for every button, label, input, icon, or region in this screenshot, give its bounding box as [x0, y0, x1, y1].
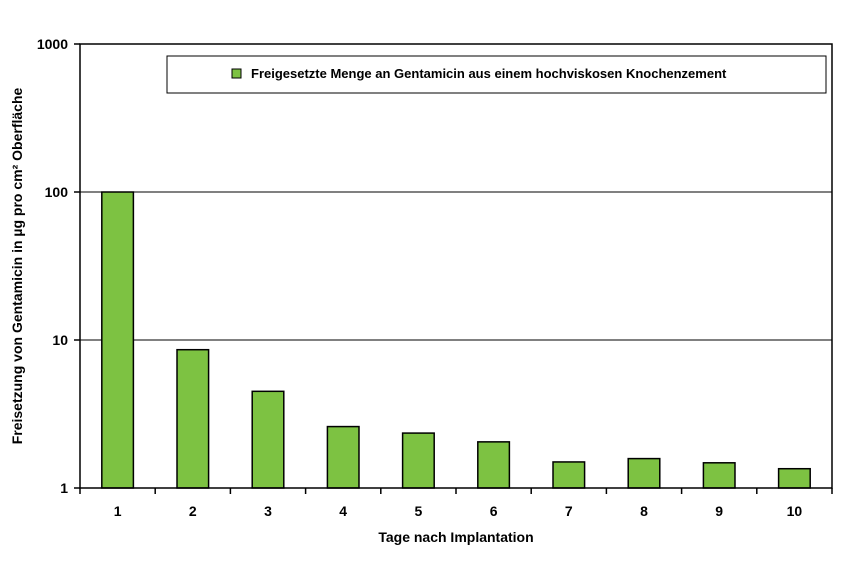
- legend: Freigesetzte Menge an Gentamicin aus ein…: [166, 55, 827, 94]
- y-axis-title: Freisetzung von Gentamicin in µg pro cm²…: [9, 88, 25, 445]
- bars: [101, 191, 811, 489]
- y-tick-label: 100: [45, 184, 69, 200]
- x-tick-label: 9: [715, 503, 723, 519]
- legend-box: [166, 55, 827, 94]
- gridlines: [80, 191, 832, 341]
- x-tick-label: 3: [264, 503, 272, 519]
- bar: [552, 461, 586, 489]
- bar: [251, 390, 285, 489]
- x-tick-label: 5: [415, 503, 423, 519]
- y-axis-ticks: 1 10 100 1000: [37, 36, 80, 496]
- bar: [401, 432, 435, 489]
- bar: [176, 348, 210, 489]
- bar: [627, 457, 661, 489]
- x-axis-title: Tage nach Implantation: [378, 529, 533, 545]
- x-tick-label: 4: [339, 503, 347, 519]
- legend-label: Freigesetzte Menge an Gentamicin aus ein…: [251, 66, 727, 81]
- x-tick-label: 7: [565, 503, 573, 519]
- bar: [326, 425, 360, 489]
- bar: [777, 467, 811, 489]
- y-tick-label: 1000: [37, 36, 68, 52]
- x-tick-label: 6: [490, 503, 498, 519]
- y-tick-label: 1: [60, 480, 68, 496]
- x-tick-label: 1: [114, 503, 122, 519]
- legend-swatch: [231, 68, 242, 79]
- x-tick-label: 8: [640, 503, 648, 519]
- x-tick-label: 2: [189, 503, 197, 519]
- x-axis-ticks: 1 2 3 4 5 6 7 8 9 10: [79, 488, 833, 519]
- y-tick-label: 10: [52, 332, 68, 348]
- bar: [702, 462, 736, 489]
- bar: [101, 191, 135, 489]
- x-tick-label: 10: [787, 503, 803, 519]
- bar: [477, 441, 511, 489]
